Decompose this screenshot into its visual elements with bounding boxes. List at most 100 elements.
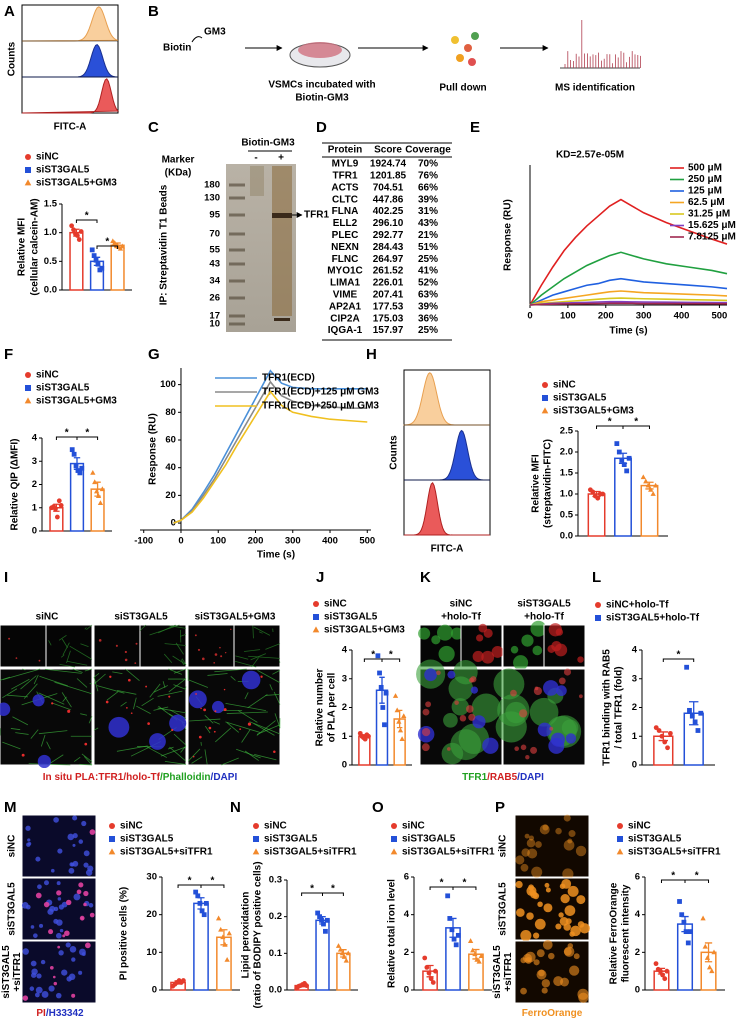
x-tick-label: 400 [322,536,338,547]
legend-marker [24,397,32,404]
table-cell: 292.77 [373,230,404,241]
signal [425,701,432,708]
fiber [249,721,281,735]
fiber [84,627,87,630]
point [199,908,205,914]
caption-part: FerroOrange [522,1008,583,1019]
fiber [120,701,127,707]
signal [526,912,534,920]
fiber [254,754,277,761]
signal [89,829,96,835]
lane-label: - [254,153,257,164]
signal [558,677,566,685]
signal [548,623,563,637]
fiber [88,716,93,724]
signal [66,976,72,982]
x-tick-label: 0 [527,311,532,322]
signal [67,709,71,713]
ladder-band [229,322,245,326]
fiber [173,733,187,746]
table-cell: 25% [418,325,438,336]
fiber [20,675,37,690]
legend-marker [541,407,549,414]
signal [493,668,525,700]
axis-label: Counts [389,435,400,470]
fiber [96,685,125,694]
table-cell: FLNA [332,206,359,217]
legend-marker [595,602,601,608]
row-label: siST3GAL5 [1,945,12,999]
legend-marker [542,395,548,401]
signal [212,700,225,714]
y-tick-label: 0.5 [44,256,58,267]
point [619,458,625,463]
point [692,719,698,725]
signal [0,702,11,716]
y-tick-label: 0 [171,518,176,529]
point [679,912,685,918]
signal [171,728,174,732]
y-tick-label: 1.5 [44,199,58,210]
axis-label: FITC-A [54,122,87,133]
significance-label: * [677,650,681,661]
table-cell: 43% [418,218,438,229]
bead [468,58,476,66]
point [645,482,651,488]
caption: TFR1/RAB5/DAPI [462,772,544,783]
point [69,447,75,453]
signal [25,825,31,831]
signal [573,953,580,960]
caption-part: TFR1 [462,772,487,783]
signal [76,889,82,895]
legend-label: siNC [36,370,59,381]
signal [431,635,441,645]
y-tick-label: 0 [404,985,409,996]
caption: FerroOrange [522,1008,583,1019]
fiber [252,625,254,639]
table-cell: 39% [418,301,438,312]
signal [56,890,62,896]
panel-letter: D [316,119,327,136]
fiber [168,625,187,629]
fiber [33,674,39,685]
row-label: siST3GAL5 [492,945,503,999]
micrograph [139,624,187,668]
point [401,713,407,719]
y-tick-label: 40 [165,462,176,473]
micrograph [0,668,93,766]
legend-marker [391,836,397,842]
significance-label: * [463,878,467,889]
axis-label: Response (RU) [148,413,159,485]
line-series [529,198,728,306]
signal [443,712,458,728]
x-tick-label: 300 [285,536,301,547]
signal [481,650,495,664]
signal [214,653,218,656]
signal [59,928,64,933]
point [73,463,79,469]
ladder-band [229,279,245,283]
point [590,489,596,495]
x-tick-label: 100 [210,536,226,547]
significance-bracket [76,436,99,440]
signal [29,986,35,991]
axis-label: TFR1 binding with RAB5 [602,649,613,766]
significance-bracket [322,892,344,896]
line-series [173,380,368,524]
fiber [66,660,88,666]
table-cell: IQGA-1 [328,325,363,336]
column-label: siNC [450,599,473,610]
legend-label: TFR1(ECD)+125 μM GM3 [262,387,379,398]
point [650,491,656,496]
signal [544,882,550,888]
table-cell: 402.25 [373,206,404,217]
flow-histogram [403,429,491,481]
table-cell: TFR1 [333,171,358,182]
legend-label: siNC [402,821,425,832]
table-cell: 70% [418,159,438,170]
signal [548,952,555,960]
fiber [81,753,93,763]
signal [230,628,232,631]
fiber [46,741,51,750]
